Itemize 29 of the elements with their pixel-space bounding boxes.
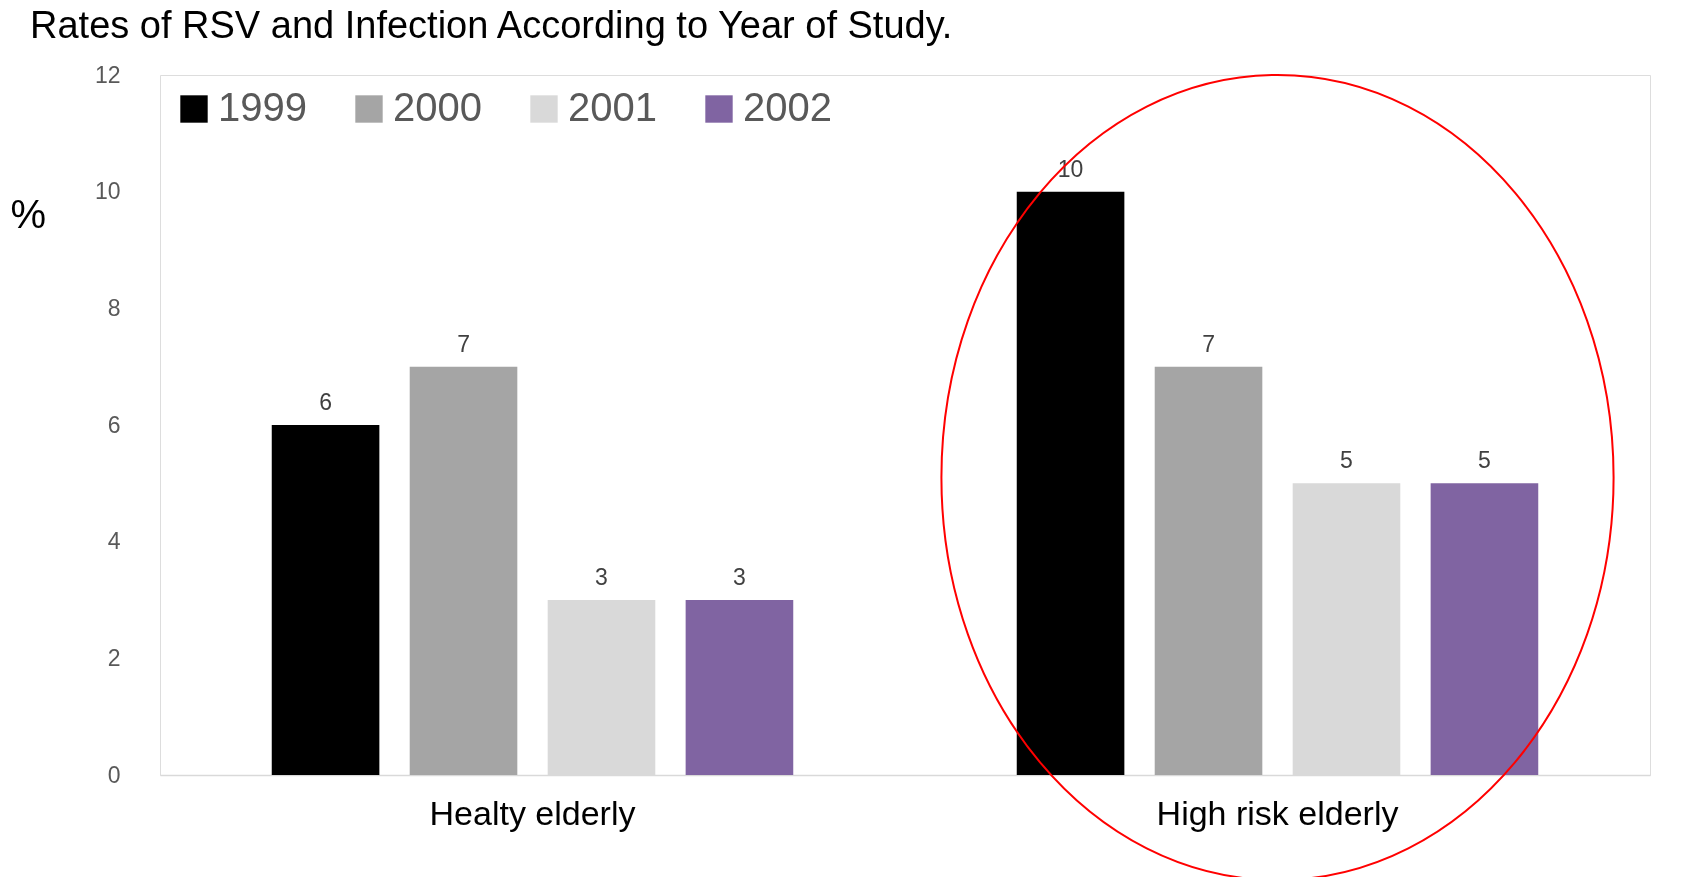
- y-tick-label: 2: [107, 644, 121, 671]
- legend-label: 2001: [568, 85, 657, 129]
- y-tick-label: 12: [94, 61, 121, 88]
- y-tick-label: 4: [107, 528, 121, 555]
- y-tick-label: 0: [107, 761, 121, 788]
- bar: [409, 366, 518, 775]
- bar: [1154, 366, 1263, 775]
- data-label: 3: [595, 564, 608, 590]
- data-label: 5: [1478, 447, 1491, 474]
- bar: [271, 425, 380, 775]
- legend-label: 2000: [393, 85, 482, 129]
- chart-title: Rates of RSV and Infection According to Year of Study.: [30, 4, 953, 46]
- legend-label: 2002: [743, 85, 832, 129]
- y-tick-label: 10: [94, 178, 121, 205]
- data-label: 7: [457, 330, 470, 357]
- data-label: 3: [733, 564, 746, 590]
- y-axis-title: %: [10, 191, 47, 236]
- bar: [1430, 483, 1539, 775]
- bar: [1016, 191, 1125, 775]
- x-tick-label: High risk elderly: [1156, 793, 1399, 832]
- bar: [685, 600, 794, 775]
- data-label: 5: [1340, 447, 1353, 474]
- y-tick-label: 8: [107, 294, 121, 321]
- data-label: 10: [1057, 155, 1084, 182]
- y-tick-label: 6: [107, 411, 121, 438]
- x-tick-label: Healty elderly: [429, 793, 636, 832]
- legend-label: 1999: [218, 85, 307, 129]
- data-label: 7: [1202, 330, 1215, 357]
- data-label: 6: [319, 389, 332, 415]
